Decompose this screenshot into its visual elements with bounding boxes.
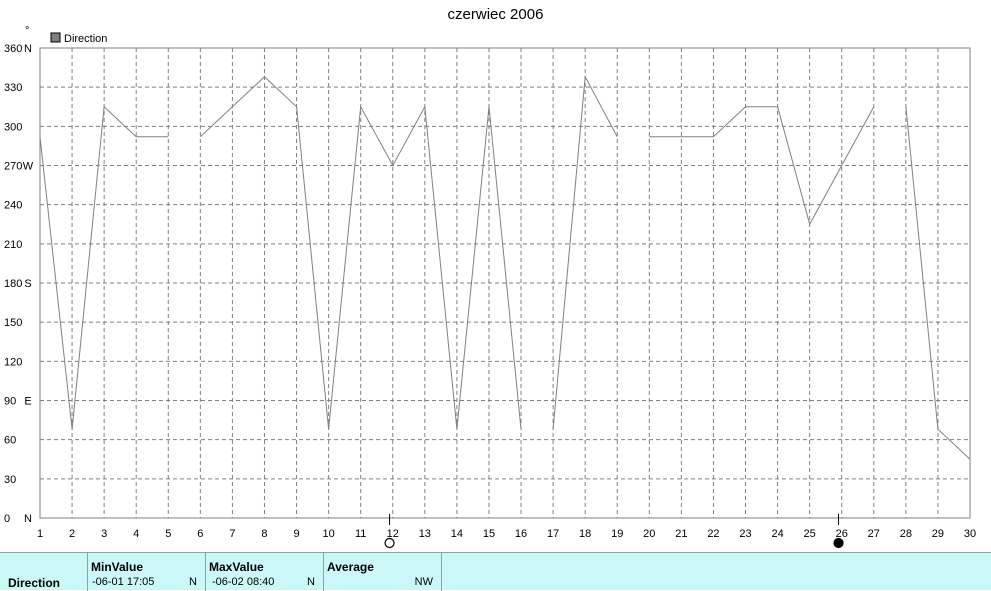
x-tick-label: 20 — [643, 528, 655, 540]
x-tick-label: 12 — [387, 528, 399, 540]
x-tick-label: 5 — [165, 528, 171, 540]
x-tick-label: 21 — [675, 528, 687, 540]
series-layer — [39, 74, 971, 460]
x-tick-label: 14 — [451, 528, 463, 540]
y-tick-label: 270 — [4, 161, 22, 173]
x-tick-label: 13 — [419, 528, 431, 540]
stats-panel: Direction MinValue -06-01 17:05 N MaxVal… — [0, 552, 991, 591]
x-tick-label: 1 — [37, 528, 43, 540]
chart-title: czerwiec 2006 — [447, 6, 544, 23]
stats-min-time: -06-01 17:05 — [92, 576, 155, 588]
x-tick-label: 23 — [739, 528, 751, 540]
x-axis: 1 2 3 4 5 6 7 8 9 10 11 12 13 14 15 16 17 18 19 20 21 22 23 24 2… — [37, 528, 976, 540]
grid — [40, 48, 970, 518]
series-line — [199, 76, 522, 430]
y-tick-label: 180 — [4, 278, 22, 290]
y-tick-label: 150 — [4, 317, 22, 329]
y-tick-label: 240 — [4, 200, 22, 212]
moon-phase-markers — [384, 514, 844, 549]
y-tick-direction: W — [23, 161, 34, 173]
x-tick-label: 29 — [932, 528, 944, 540]
series-line — [39, 105, 169, 430]
x-tick-label: 15 — [483, 528, 495, 540]
stats-max-header: MaxValue — [209, 560, 264, 574]
stats-min-header: MinValue — [91, 560, 144, 574]
plot-frame — [39, 47, 971, 519]
stats-avg-header: Average — [327, 560, 374, 574]
x-tick-label: 25 — [804, 528, 816, 540]
stats-min-value: N — [189, 576, 197, 588]
legend-label: Direction — [64, 33, 107, 45]
y-tick-label: 300 — [4, 121, 22, 133]
y-tick-direction: N — [24, 513, 32, 525]
x-tick-label: 4 — [133, 528, 139, 540]
x-tick-label: 19 — [611, 528, 623, 540]
new-moon-icon — [833, 537, 844, 549]
y-tick-label: 210 — [4, 239, 22, 251]
y-tick-label: 120 — [4, 356, 22, 368]
stats-row-label-cell: Direction — [0, 553, 88, 591]
x-tick-label: 30 — [964, 528, 976, 540]
y-tick-direction: S — [24, 278, 31, 290]
x-tick-label: 17 — [547, 528, 559, 540]
x-tick-label: 28 — [900, 528, 912, 540]
x-tick-label: 2 — [69, 528, 75, 540]
x-tick-label: 16 — [515, 528, 527, 540]
x-tick-label: 3 — [101, 528, 107, 540]
y-tick-direction: E — [24, 396, 31, 408]
stats-avg-cell: Average NW — [324, 553, 442, 591]
x-tick-label: 22 — [707, 528, 719, 540]
series-line — [649, 106, 875, 226]
y-tick-label: 360 — [4, 43, 22, 55]
stats-min-cell: MinValue -06-01 17:05 N — [88, 553, 206, 591]
y-tick-label: 0 — [4, 513, 10, 525]
x-tick-label: 11 — [355, 528, 366, 540]
x-tick-label: 10 — [322, 528, 334, 540]
stats-max-value: N — [307, 576, 315, 588]
stats-row-label: Direction — [8, 576, 61, 590]
x-tick-label: 9 — [293, 528, 299, 540]
x-tick-label: 27 — [868, 528, 880, 540]
x-tick-label: 7 — [229, 528, 235, 540]
stats-max-time: -06-02 08:40 — [212, 576, 275, 588]
x-tick-label: 24 — [771, 528, 783, 540]
x-tick-label: 6 — [197, 528, 203, 540]
x-tick-label: 18 — [579, 528, 591, 540]
full-moon-icon — [384, 537, 395, 549]
y-tick-label: 330 — [4, 82, 22, 94]
x-tick-label: 26 — [836, 528, 848, 540]
series-line — [552, 74, 618, 430]
legend-swatch — [50, 32, 61, 43]
stats-max-cell: MaxValue -06-02 08:40 N — [206, 553, 324, 591]
x-tick-label: 8 — [261, 528, 267, 540]
unit-mark: ° — [25, 25, 29, 37]
y-tick-direction: N — [24, 43, 32, 55]
y-tick-label: 30 — [4, 474, 16, 486]
y-tick-label: 90 — [4, 396, 16, 408]
series-line — [905, 106, 971, 460]
stats-avg-value: NW — [414, 576, 433, 588]
y-tick-label: 60 — [4, 435, 16, 447]
